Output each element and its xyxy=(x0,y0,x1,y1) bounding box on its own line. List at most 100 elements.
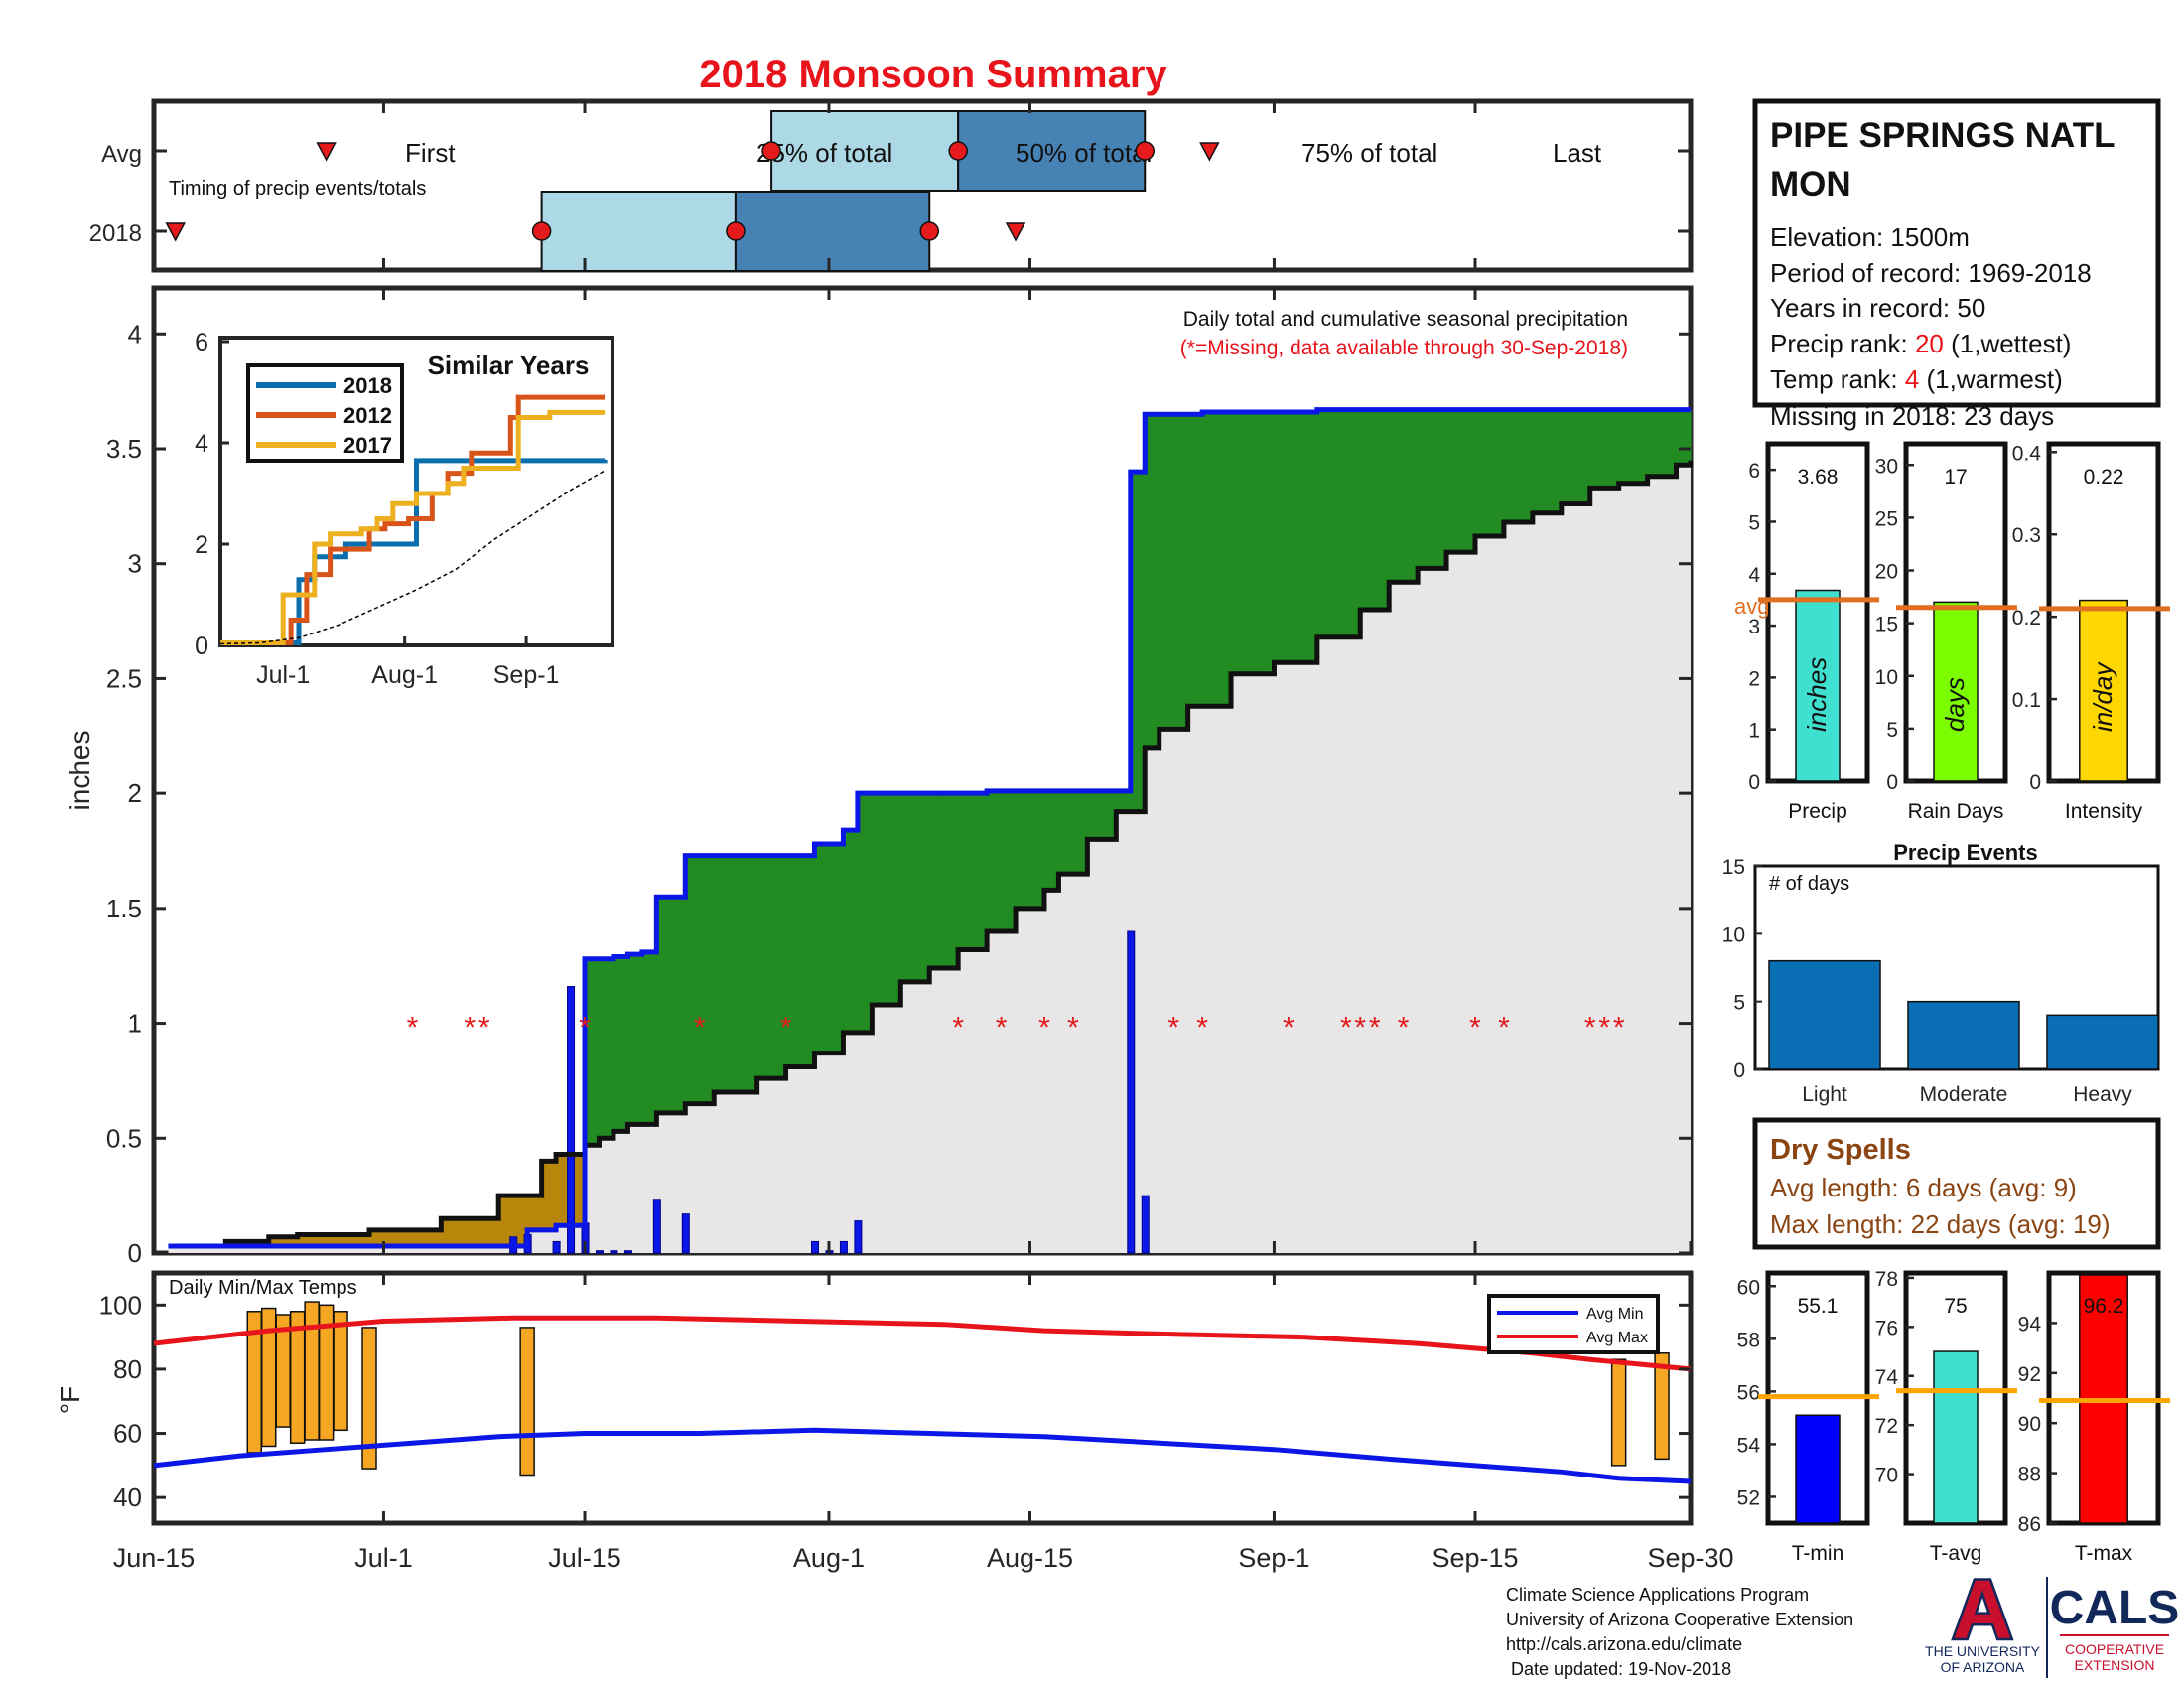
intensity-summary-bar-text: in/day xyxy=(2088,661,2117,732)
surplus-fill xyxy=(613,956,621,1132)
surplus-fill xyxy=(965,793,974,950)
year-first-marker xyxy=(165,222,186,242)
precip-summary-y-tick-label: 0 xyxy=(1748,772,1760,794)
ua-text-line2: OF ARIZONA xyxy=(1941,1659,2025,1675)
surplus-fill xyxy=(936,793,945,969)
missing-day-marker: * xyxy=(1067,1012,1079,1045)
surplus-fill xyxy=(1209,411,1218,707)
ua-text-line1: THE UNIVERSITY xyxy=(1925,1643,2041,1659)
surplus-fill xyxy=(1489,409,1498,536)
surplus-fill xyxy=(850,830,859,1033)
avg-q50-marker xyxy=(948,141,968,161)
surplus-fill xyxy=(1625,409,1634,484)
surplus-fill xyxy=(1043,790,1052,891)
y-tick-label: 2 xyxy=(128,778,142,808)
intensity-summary-value-label: 0.22 xyxy=(2084,466,2124,489)
missing-day-marker: * xyxy=(1469,1012,1481,1045)
intensity-summary-y-tick-label: 0.1 xyxy=(2012,689,2041,712)
daily-precip-bar xyxy=(839,1240,848,1254)
deficit-fill xyxy=(426,1229,435,1247)
deficit-fill xyxy=(441,1218,450,1247)
deficit-fill xyxy=(455,1218,464,1247)
surplus-fill xyxy=(1338,409,1347,637)
tmin-summary-category-label: T-min xyxy=(1792,1542,1844,1565)
temps-legend xyxy=(1487,1294,1660,1354)
surplus-fill xyxy=(685,855,694,1104)
dry-spells-title: Dry Spells xyxy=(1770,1134,1911,1166)
rain-days-summary-y-tick-label: 5 xyxy=(1886,719,1898,742)
surplus-fill xyxy=(1001,790,1010,931)
y-tick-label: 2.5 xyxy=(106,663,142,693)
tmin-summary-bar xyxy=(1795,1414,1841,1524)
surplus-fill xyxy=(1453,409,1462,553)
daily-temp-range-bar xyxy=(519,1327,535,1477)
precip-events-title: Precip Events xyxy=(1893,840,2038,865)
temps-chart: Daily Min/Max Temps °F 40 60 80 100 Avg Min A… xyxy=(55,1270,1694,1526)
timing-caption: Timing of precip events/totals xyxy=(169,178,426,200)
deficit-fill xyxy=(519,1196,528,1247)
missing-day-marker: * xyxy=(1354,1012,1366,1045)
timing-last-label: Last xyxy=(1553,138,1602,168)
missing-day-marker: * xyxy=(1584,1012,1596,1045)
missing-day-marker: * xyxy=(1196,1012,1208,1045)
surplus-fill xyxy=(1324,409,1332,637)
x-tick-label: Jul-15 xyxy=(548,1543,621,1573)
surplus-fill xyxy=(1159,414,1167,730)
missing-day-marker: * xyxy=(780,1012,792,1045)
surplus-fill xyxy=(728,855,737,1092)
cals-logo: CALS COOPERATIVE EXTENSION xyxy=(2050,1582,2180,1673)
precip-rank-prefix: Precip rank: xyxy=(1770,329,1915,358)
tavg-summary-y-tick-label: 70 xyxy=(1875,1465,1898,1487)
surplus-fill xyxy=(763,855,772,1079)
surplus-fill xyxy=(1374,409,1383,610)
surplus-fill xyxy=(893,793,901,1006)
deficit-fill xyxy=(448,1218,457,1247)
rain-days-summary-category-label: Rain Days xyxy=(1908,800,2004,823)
surplus-fill xyxy=(1438,409,1447,569)
surplus-fill xyxy=(857,793,866,1033)
missing-day-marker: * xyxy=(1167,1012,1179,1045)
surplus-fill xyxy=(1152,414,1160,748)
deficit-fill xyxy=(405,1229,414,1247)
tmax-summary-y-tick-label: 86 xyxy=(2018,1513,2041,1536)
deficit-fill xyxy=(376,1229,385,1247)
surplus-fill xyxy=(750,855,758,1092)
x-tick-label: Sep-15 xyxy=(1432,1543,1518,1573)
precip-events-bar xyxy=(1907,1000,2020,1070)
year-q75-marker xyxy=(919,221,939,241)
intensity-summary-bar xyxy=(2079,599,2128,782)
precip-rank-value: 20 xyxy=(1915,329,1944,358)
surplus-fill xyxy=(914,793,923,982)
precip-chart-note: (*=Missing, data available through 30-Se… xyxy=(1180,337,1628,359)
daily-precip-bar xyxy=(810,1240,819,1254)
missing-day-marker: * xyxy=(1369,1012,1381,1045)
temp-rank-prefix: Temp rank: xyxy=(1770,364,1905,394)
deficit-fill xyxy=(470,1218,478,1247)
deficit-fill xyxy=(577,1154,586,1226)
surplus-fill xyxy=(1202,411,1210,707)
surplus-fill xyxy=(1353,409,1361,637)
ua-block-a: A xyxy=(1953,1563,2013,1656)
surplus-fill xyxy=(1145,414,1154,748)
surplus-fill xyxy=(1654,409,1663,477)
footer-url: http://cals.arizona.edu/climate xyxy=(1506,1634,1742,1654)
precip-events-y-tick-label: 10 xyxy=(1722,923,1745,946)
temps-y-tick-label: 100 xyxy=(99,1290,142,1320)
daily-precip-bar xyxy=(1127,930,1136,1254)
surplus-fill xyxy=(1403,409,1412,583)
surplus-fill xyxy=(656,897,665,1113)
surplus-fill xyxy=(1525,409,1534,523)
surplus-fill xyxy=(1633,409,1641,484)
temps-y-tick-label: 60 xyxy=(113,1419,142,1449)
temps-chart-frame xyxy=(151,1270,1694,1526)
surplus-fill xyxy=(1460,409,1469,553)
year-q25-q50-box xyxy=(540,191,737,272)
x-tick-label: Aug-1 xyxy=(793,1543,865,1573)
deficit-fill xyxy=(319,1234,328,1247)
surplus-fill xyxy=(879,793,887,1006)
surplus-fill xyxy=(907,793,916,982)
surplus-fill xyxy=(1259,411,1268,674)
deficit-fill xyxy=(361,1234,370,1247)
surplus-fill xyxy=(699,855,708,1104)
year-last-marker xyxy=(1005,222,1026,242)
